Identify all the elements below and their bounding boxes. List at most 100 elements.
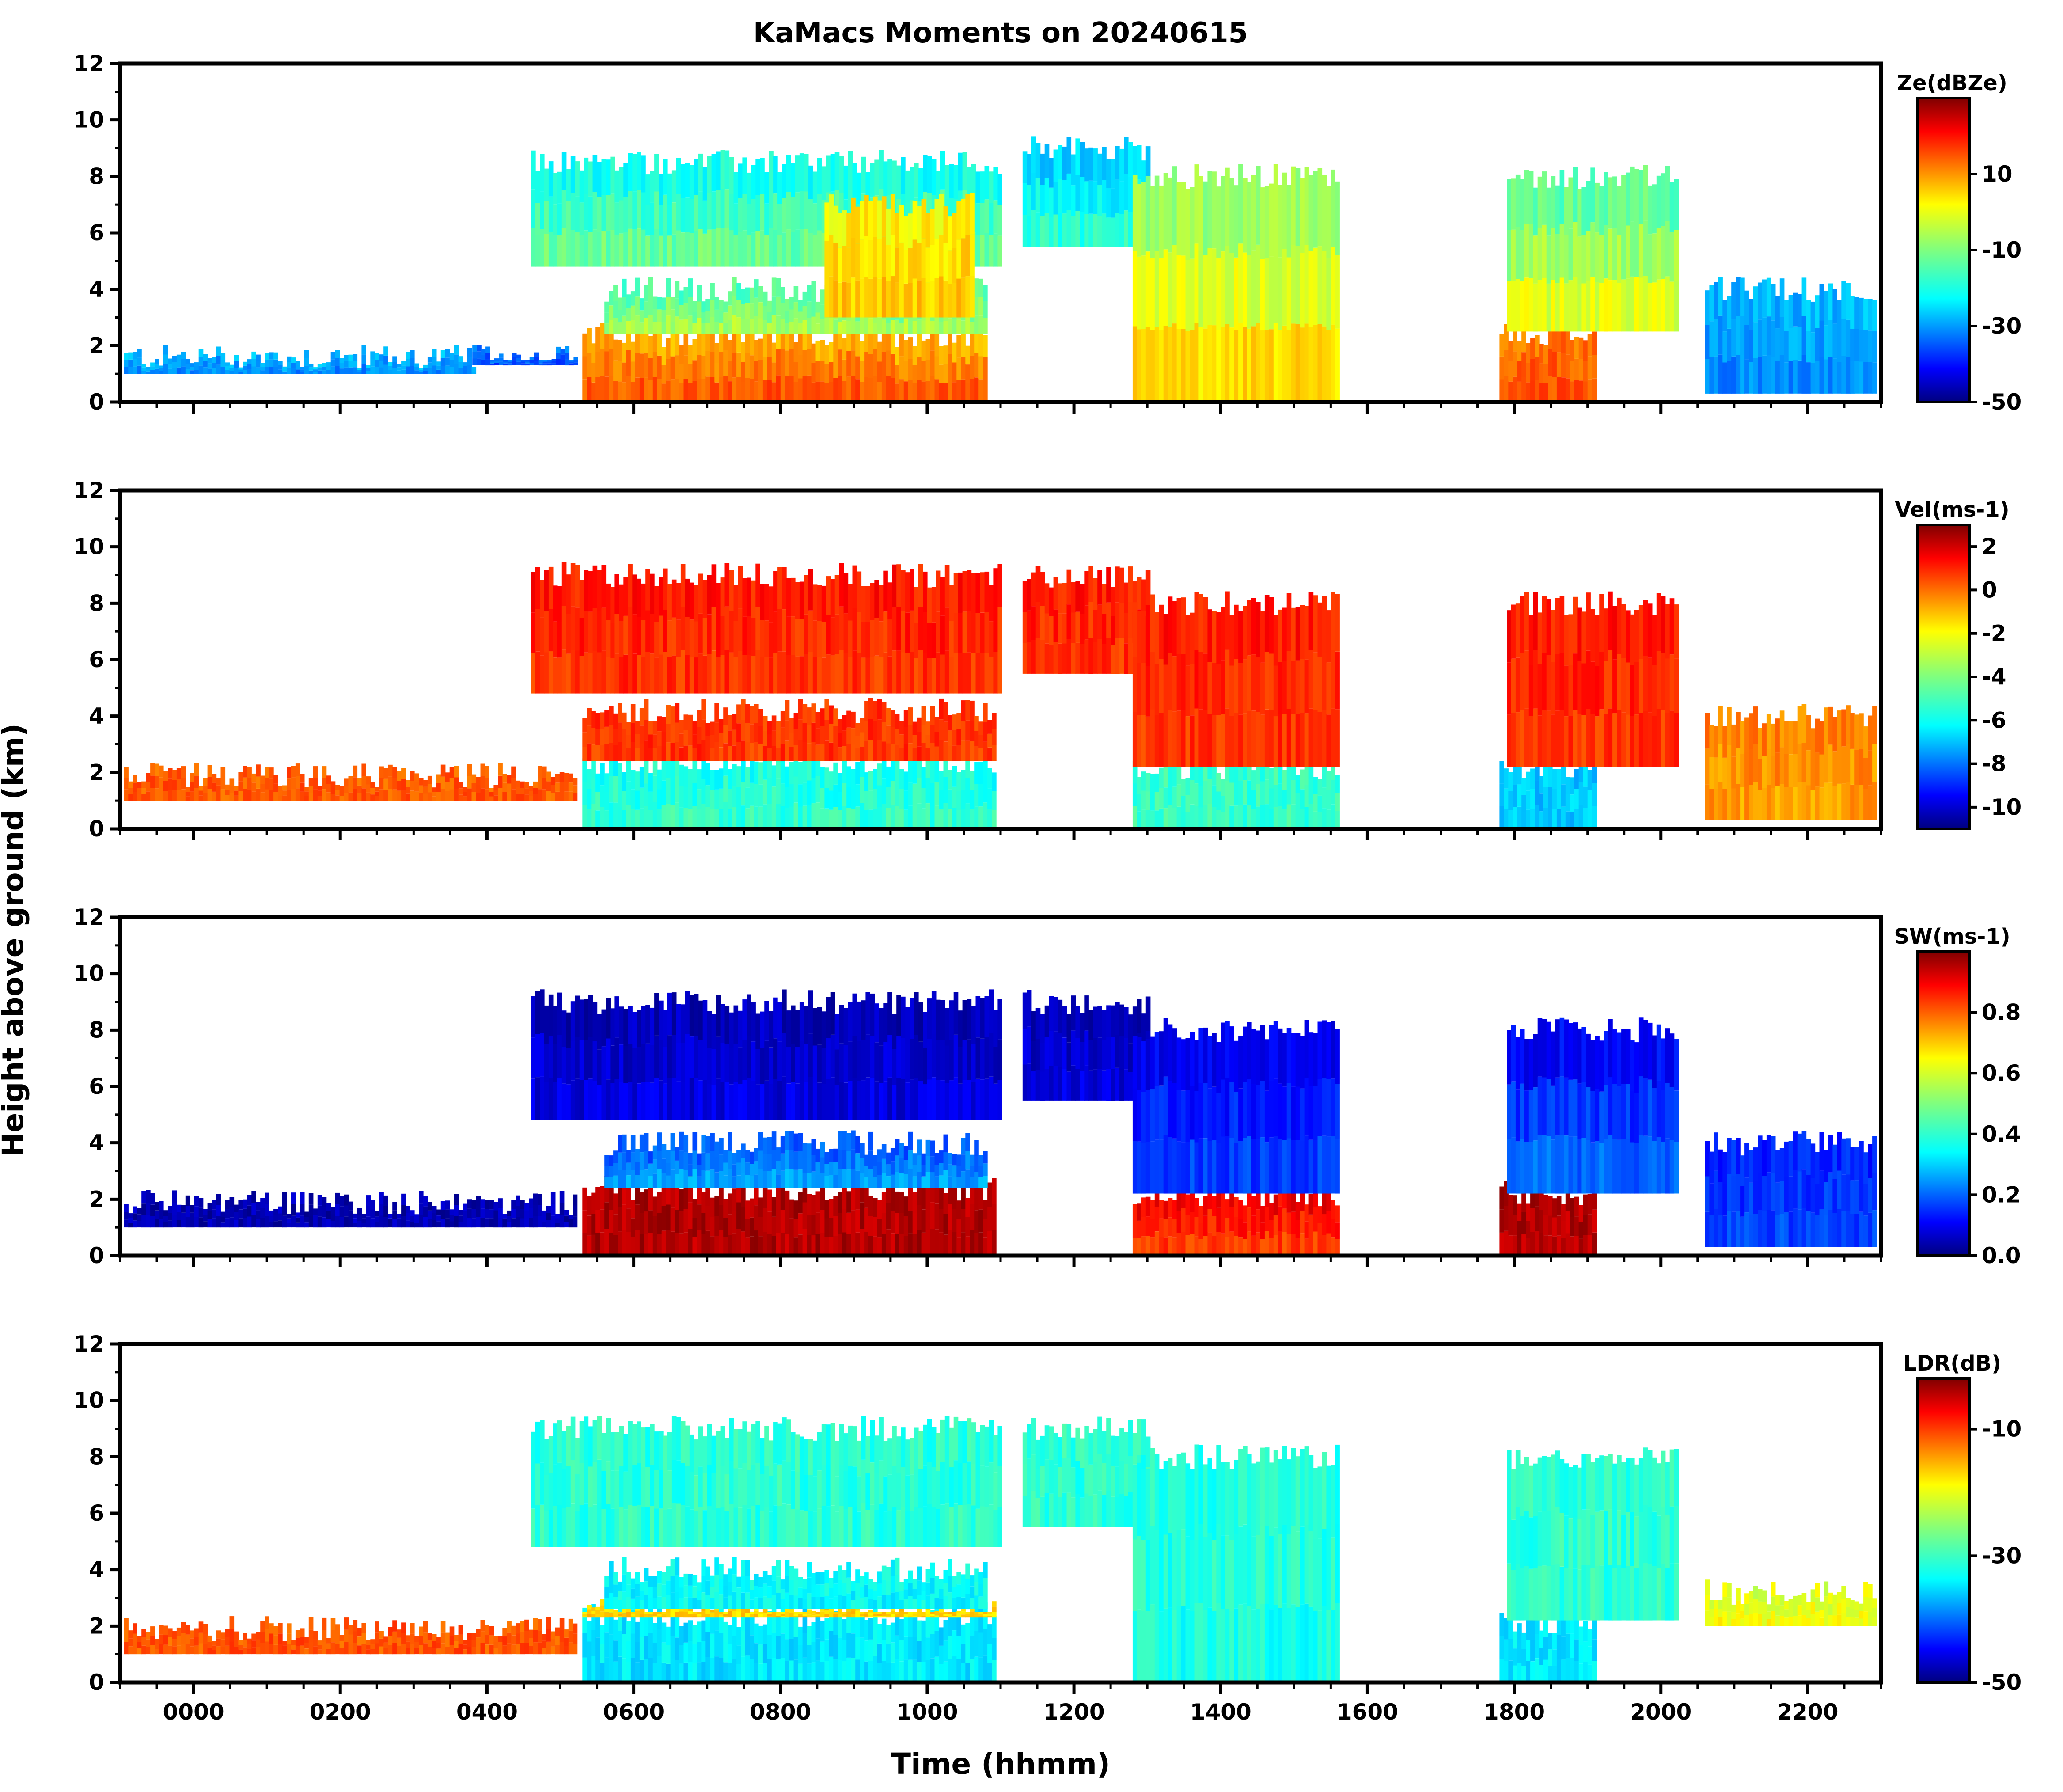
echo-streak — [948, 770, 952, 790]
echo-streak — [565, 346, 570, 353]
echo-streak — [432, 796, 437, 801]
echo-streak — [295, 1222, 300, 1228]
echo-streak — [548, 161, 554, 197]
echo-streak — [1080, 142, 1085, 177]
echo-streak — [609, 291, 614, 306]
echo-streak — [564, 1210, 569, 1216]
echo-streak — [989, 621, 994, 657]
echo-streak — [383, 790, 388, 801]
echo-streak — [952, 730, 957, 746]
echo-streak — [864, 235, 869, 277]
echo-streak — [910, 167, 914, 200]
echo-streak — [520, 361, 526, 364]
echo-streak — [628, 153, 633, 191]
echo-streak — [628, 1082, 633, 1120]
echo-streak — [150, 1193, 155, 1205]
echo-streak — [291, 1192, 296, 1204]
echo-streak — [943, 364, 948, 383]
y-tick-label: 8 — [89, 163, 104, 189]
echo-streak — [212, 1209, 217, 1219]
echo-streak — [905, 170, 910, 203]
echo-streak — [873, 323, 878, 334]
echo-streak — [313, 1221, 318, 1228]
echo-streak — [918, 650, 923, 694]
echo-streak — [802, 306, 808, 320]
echo-streak — [1793, 326, 1798, 360]
echo-streak — [1291, 714, 1296, 767]
echo-streak — [1753, 286, 1758, 323]
echo-streak — [1846, 705, 1851, 744]
echo-streak — [1022, 612, 1028, 643]
echo-streak — [846, 1191, 851, 1213]
echo-streak — [150, 775, 155, 788]
echo-streak — [751, 199, 756, 233]
echo-streak — [584, 1040, 589, 1080]
echo-streak — [868, 740, 873, 761]
y-tick-label: 12 — [73, 51, 104, 76]
echo-streak — [760, 194, 765, 231]
echo-streak — [502, 1218, 507, 1223]
echo-streak — [723, 1150, 728, 1163]
echo-streak — [423, 368, 428, 371]
echo-streak — [1286, 330, 1292, 402]
echo-streak — [1530, 789, 1535, 809]
echo-streak — [956, 335, 961, 358]
echo-streak — [401, 1205, 406, 1216]
echo-streak — [419, 372, 424, 374]
echo-streak — [273, 1215, 278, 1222]
echo-streak — [670, 309, 675, 322]
echo-streak — [632, 614, 637, 654]
echo-streak — [544, 1044, 549, 1082]
echo-streak — [1643, 711, 1648, 767]
echo-streak — [613, 1214, 618, 1235]
echo-streak — [512, 357, 517, 361]
echo-streak — [864, 772, 869, 791]
echo-streak — [943, 345, 948, 364]
echo-streak — [989, 585, 994, 622]
echo-streak — [675, 1147, 680, 1161]
echo-streak — [965, 345, 970, 365]
echo-streak — [886, 808, 891, 829]
echo-streak — [498, 763, 503, 776]
echo-streak — [269, 767, 274, 779]
echo-streak — [927, 193, 932, 230]
echo-streak — [622, 729, 627, 745]
echo-streak — [1141, 790, 1146, 810]
echo-streak — [1736, 277, 1741, 316]
echo-streak — [791, 655, 796, 694]
echo-streak — [758, 360, 763, 381]
echo-streak — [791, 232, 796, 267]
echo-streak — [1145, 327, 1151, 402]
echo-streak — [618, 1183, 622, 1207]
echo-streak — [613, 1163, 618, 1176]
echo-streak — [124, 778, 129, 790]
echo-streak — [568, 791, 573, 801]
echo-streak — [322, 370, 327, 374]
echo-streak — [657, 355, 662, 379]
echo-streak — [908, 1150, 913, 1169]
echo-streak — [925, 1139, 931, 1156]
echo-streak — [804, 1082, 809, 1120]
echo-streak — [802, 376, 808, 402]
echo-streak — [1508, 361, 1513, 382]
echo-streak — [811, 299, 816, 317]
echo-streak — [820, 381, 825, 402]
echo-streak — [724, 563, 730, 607]
echo-streak — [1621, 658, 1626, 713]
echo-streak — [930, 706, 935, 725]
echo-streak — [1643, 600, 1648, 656]
echo-streak — [688, 1176, 693, 1203]
echo-streak — [663, 610, 668, 652]
echo-streak — [556, 359, 561, 365]
echo-streak — [1574, 358, 1579, 380]
echo-streak — [216, 793, 221, 801]
echo-streak — [503, 361, 508, 364]
echo-streak — [799, 191, 804, 229]
echo-streak — [568, 1223, 573, 1228]
echo-streak — [137, 788, 142, 794]
echo-streak — [1251, 770, 1256, 790]
echo-streak — [1573, 596, 1578, 654]
echo-streak — [1727, 328, 1732, 361]
echo-streak — [758, 1169, 763, 1188]
echo-streak — [1548, 323, 1553, 349]
